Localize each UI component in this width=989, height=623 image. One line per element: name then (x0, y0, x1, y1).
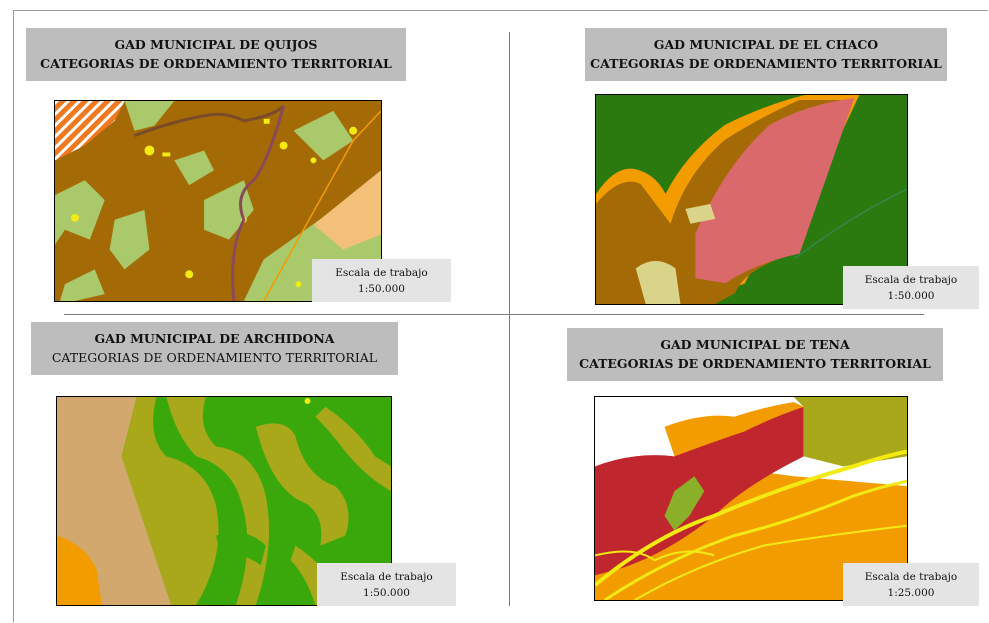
panel-elchaco-scale-box: Escala de trabajo 1:50.000 (843, 266, 979, 309)
panel-quijos-title: GAD MUNICIPAL DE QUIJOS (114, 37, 318, 52)
panel-tena-scale-label: Escala de trabajo (864, 571, 958, 583)
panel-tena-scale-box: Escala de trabajo 1:25.000 (843, 563, 979, 606)
panel-quijos-scale-label: Escala de trabajo (335, 267, 428, 279)
map-elchaco-svg (596, 95, 907, 304)
panel-quijos-scale-value: 1:50.000 (358, 283, 405, 295)
panel-tena-title: GAD MUNICIPAL DE TENA (660, 337, 850, 352)
panel-tena-scale-value: 1:25.000 (887, 587, 935, 599)
panel-elchaco-scale-value: 1:50.000 (887, 290, 935, 302)
panel-tena-title-box: GAD MUNICIPAL DE TENA CATEGORIAS DE ORDE… (567, 328, 943, 381)
panel-quijos-title-box: GAD MUNICIPAL DE QUIJOS CATEGORIAS DE OR… (26, 28, 406, 81)
panel-archidona-scale-box: Escala de trabajo 1:50.000 (317, 563, 456, 606)
panel-archidona-title-box: GAD MUNICIPAL DE ARCHIDONA CATEGORIAS DE… (31, 322, 398, 375)
map-elchaco (595, 94, 908, 305)
page-frame (13, 10, 988, 622)
panel-elchaco-scale-label: Escala de trabajo (864, 274, 958, 286)
panel-archidona-title: GAD MUNICIPAL DE ARCHIDONA (94, 331, 335, 346)
panel-quijos-subtitle: CATEGORIAS DE ORDENAMIENTO TERRITORIAL (40, 56, 392, 71)
panel-elchaco-title-box: GAD MUNICIPAL DE EL CHACO CATEGORIAS DE … (585, 28, 947, 81)
panel-elchaco-subtitle: CATEGORIAS DE ORDENAMIENTO TERRITORIAL (590, 56, 942, 71)
horizontal-divider (64, 314, 924, 315)
vertical-divider (509, 32, 510, 606)
panel-tena-subtitle: CATEGORIAS DE ORDENAMIENTO TERRITORIAL (579, 356, 931, 371)
panel-archidona-scale-value: 1:50.000 (363, 587, 410, 599)
panel-quijos-scale-box: Escala de trabajo 1:50.000 (312, 259, 451, 302)
panel-archidona-scale-label: Escala de trabajo (340, 571, 433, 583)
panel-archidona-subtitle: CATEGORIAS DE ORDENAMIENTO TERRITORIAL (51, 350, 378, 365)
panel-elchaco-title: GAD MUNICIPAL DE EL CHACO (653, 37, 879, 52)
